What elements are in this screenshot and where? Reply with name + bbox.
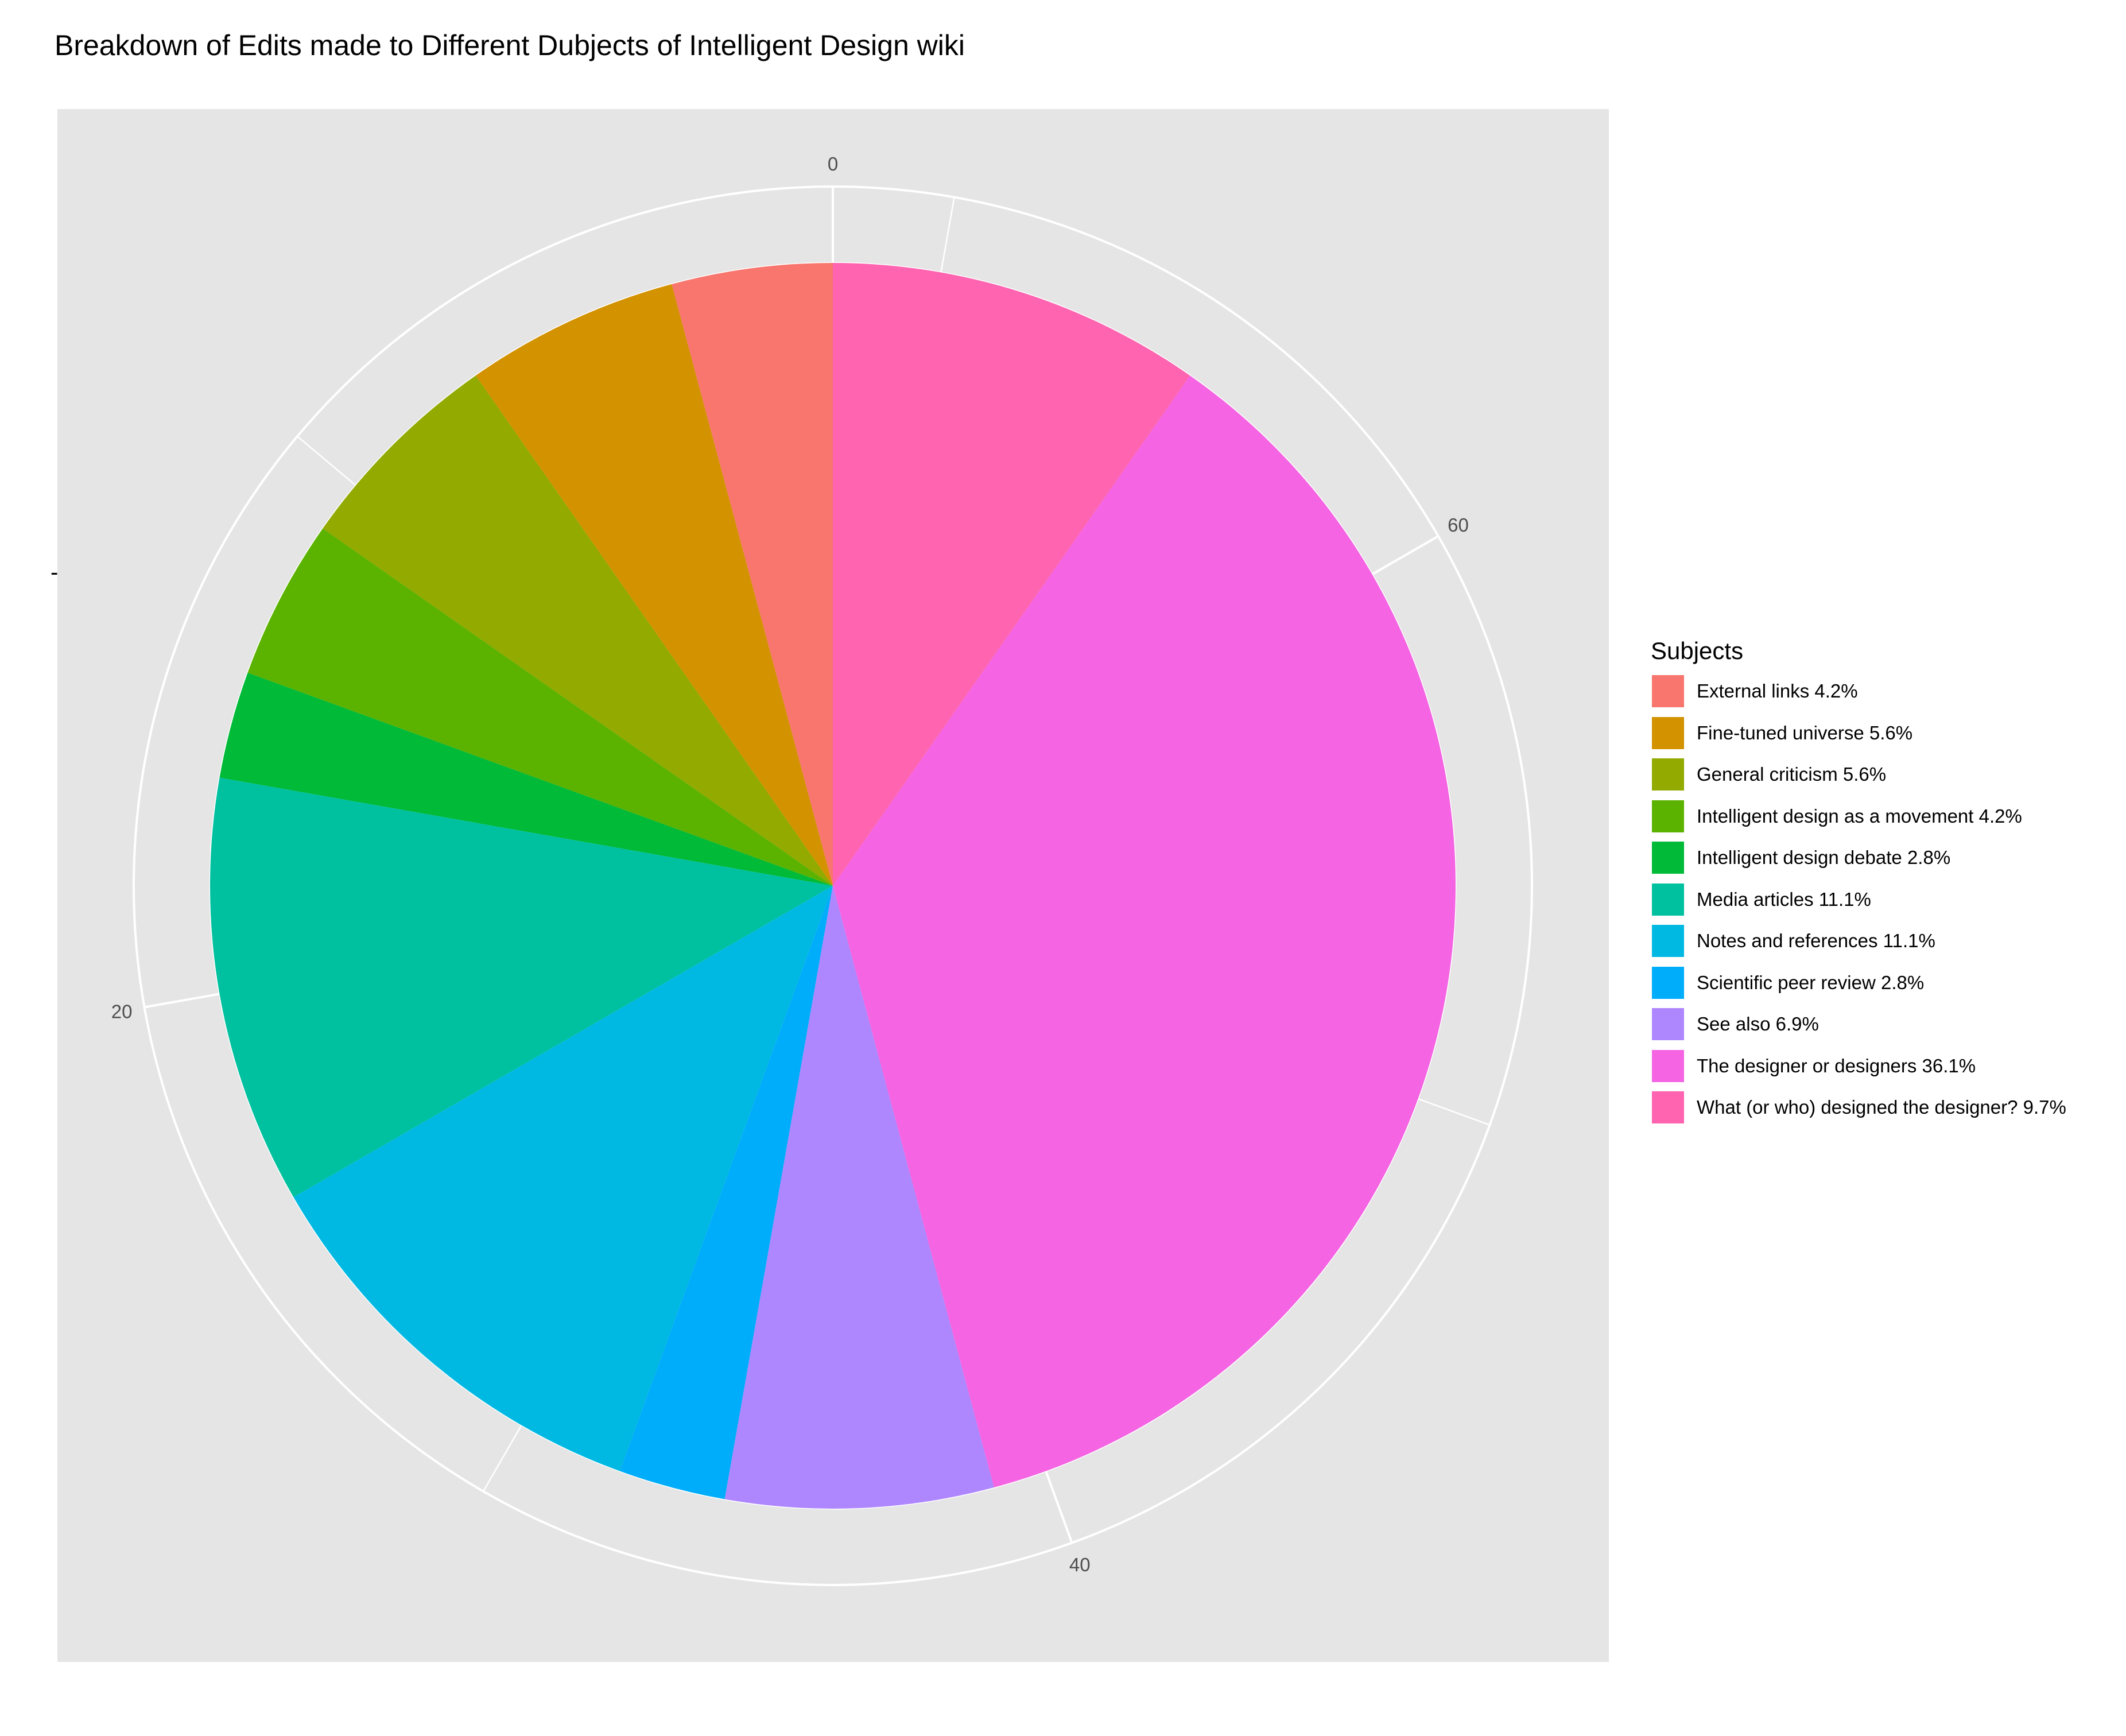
legend-label: Notes and references 11.1% — [1697, 930, 1935, 952]
pie-slice-4 — [247, 528, 833, 886]
legend-key — [1651, 924, 1685, 959]
pie-slice-7 — [293, 886, 833, 1471]
pie-slice-1 — [672, 263, 833, 886]
legend-items: External links 4.2% Fine-tuned universe 5… — [1651, 671, 2066, 1129]
pie-slice-9 — [724, 886, 994, 1509]
y-axis-label: - — [51, 560, 58, 585]
legend-label: External links 4.2% — [1697, 680, 1858, 702]
legend-key — [1651, 715, 1685, 750]
pie-slice-8 — [619, 886, 833, 1499]
tick-label-0: 0 — [828, 153, 838, 175]
legend-key — [1651, 1090, 1685, 1125]
grid-radial-line — [297, 436, 356, 486]
slice-layer — [210, 263, 1456, 1509]
legend-key — [1651, 882, 1685, 917]
pie-slice-2 — [475, 284, 833, 886]
legend: Subjects External links 4.2% Fine-tuned u… — [1651, 637, 2066, 1129]
legend-key — [1651, 674, 1685, 709]
legend-label: Scientific peer review 2.8% — [1697, 971, 1925, 993]
legend-item-11: What (or who) designed the designer? 9.7… — [1651, 1087, 2066, 1129]
legend-key — [1651, 799, 1685, 834]
legend-label: The designer or designers 36.1% — [1697, 1055, 1976, 1076]
legend-item-9: See also 6.9% — [1651, 1003, 2066, 1045]
grid-radial-line — [482, 1425, 522, 1492]
grid-radial-line — [1371, 535, 1439, 576]
pie-slice-5 — [219, 672, 833, 886]
legend-key — [1651, 1007, 1685, 1042]
grid-radial-line — [1418, 1098, 1490, 1126]
tick-label-40: 40 — [1069, 1554, 1091, 1575]
legend-label: Intelligent design debate 2.8% — [1697, 847, 1951, 869]
grid-radial-line — [940, 197, 955, 273]
legend-item-3: General criticism 5.6% — [1651, 754, 2066, 796]
legend-item-10: The designer or designers 36.1% — [1651, 1045, 2066, 1087]
legend-key — [1651, 1048, 1685, 1083]
legend-title: Subjects — [1651, 637, 1744, 664]
legend-key — [1651, 757, 1685, 792]
pie-slice-3 — [323, 375, 833, 886]
pie-slice-11 — [833, 263, 1190, 886]
legend-label: Intelligent design as a movement 4.2% — [1697, 805, 2022, 827]
legend-key — [1651, 965, 1685, 1000]
legend-item-6: Media articles 11.1% — [1651, 879, 2066, 921]
legend-label: See also 6.9% — [1697, 1013, 1819, 1035]
legend-item-4: Intelligent design as a movement 4.2% — [1651, 796, 2066, 838]
grid-radial-line — [1045, 1470, 1073, 1544]
legend-label: Media articles 11.1% — [1697, 888, 1871, 910]
grid-radial-line — [144, 993, 220, 1009]
legend-item-5: Intelligent design debate 2.8% — [1651, 837, 2066, 879]
tick-label-20: 20 — [111, 1001, 133, 1022]
legend-key — [1651, 840, 1685, 875]
chart-title: Breakdown of Edits made to Different Dub… — [55, 29, 965, 61]
legend-item-7: Notes and references 11.1% — [1651, 920, 2066, 962]
legend-label: General criticism 5.6% — [1697, 764, 1887, 785]
legend-item-8: Scientific peer review 2.8% — [1651, 962, 2066, 1004]
legend-label: Fine-tuned universe 5.6% — [1697, 722, 1913, 743]
legend-item-2: Fine-tuned universe 5.6% — [1651, 712, 2066, 754]
tick-layer: 0 20 40 60 — [111, 153, 1469, 1575]
legend-label: What (or who) designed the designer? 9.7… — [1697, 1096, 2066, 1118]
legend-item-1: External links 4.2% — [1651, 671, 2066, 712]
tick-label-60: 60 — [1448, 514, 1469, 536]
pie-slice-6 — [210, 777, 833, 1198]
pie-slice-10 — [833, 375, 1456, 1488]
